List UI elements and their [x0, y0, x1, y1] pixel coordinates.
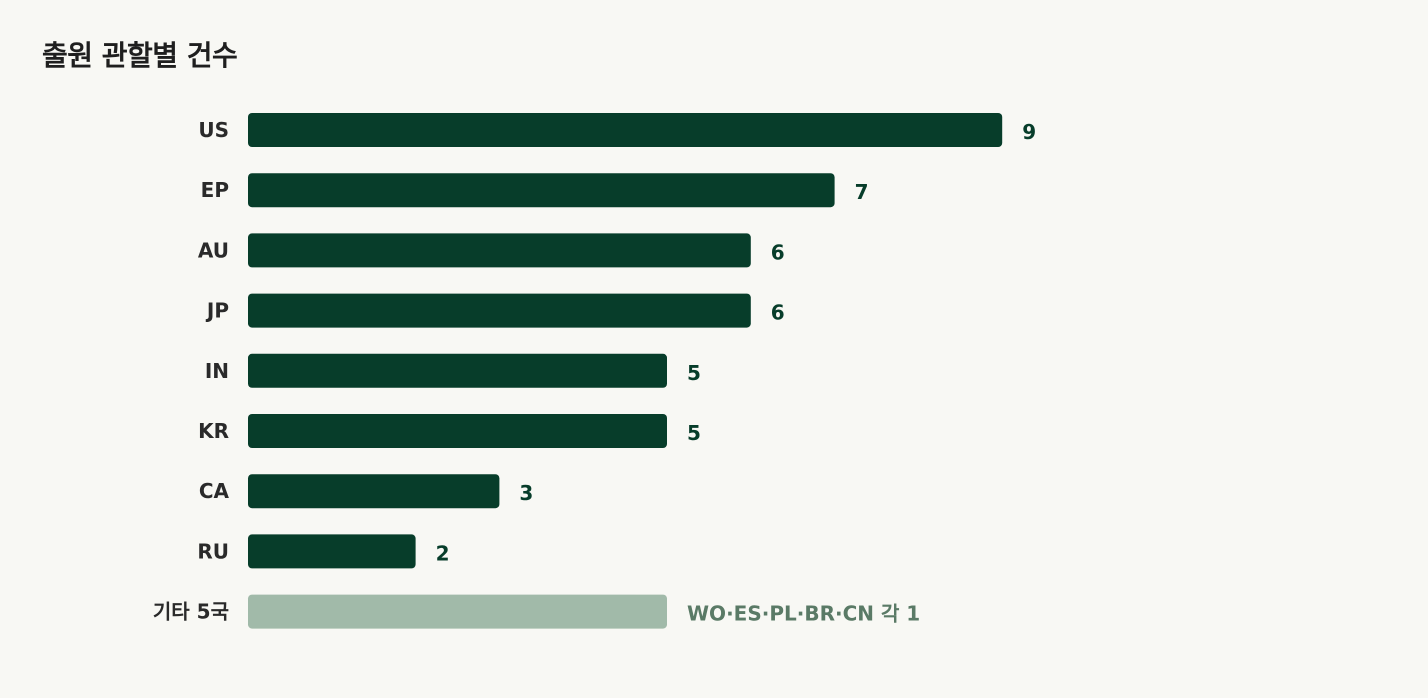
value-label: WO·ES·PL·BR·CN 각 1 [687, 602, 920, 626]
category-label: AU [198, 238, 229, 262]
bar-7 [248, 534, 416, 569]
bar-5 [248, 414, 667, 448]
category-label: KR [198, 419, 229, 443]
value-label: 3 [519, 481, 533, 505]
bar-3 [248, 293, 751, 328]
value-label: 5 [687, 361, 701, 385]
category-label: RU [197, 539, 229, 563]
value-label: 6 [771, 301, 785, 325]
bar-6 [248, 474, 500, 509]
category-label: CA [199, 479, 230, 503]
category-label: JP [205, 299, 229, 323]
bar-0 [248, 113, 1003, 147]
bar-2 [248, 233, 751, 268]
value-label: 9 [1022, 120, 1036, 144]
category-label: 기타 5국 [153, 600, 229, 624]
bar-8 [248, 594, 667, 629]
bar-1 [248, 173, 835, 208]
value-label: 6 [771, 240, 785, 264]
value-label: 5 [687, 421, 701, 445]
category-label: US [198, 118, 229, 142]
chart-title: 출원 관할별 건수 [42, 39, 238, 72]
value-label: 2 [436, 541, 450, 565]
category-label: IN [205, 359, 229, 383]
bar-4 [248, 353, 667, 388]
value-label: 7 [855, 180, 869, 204]
category-label: EP [201, 178, 229, 202]
